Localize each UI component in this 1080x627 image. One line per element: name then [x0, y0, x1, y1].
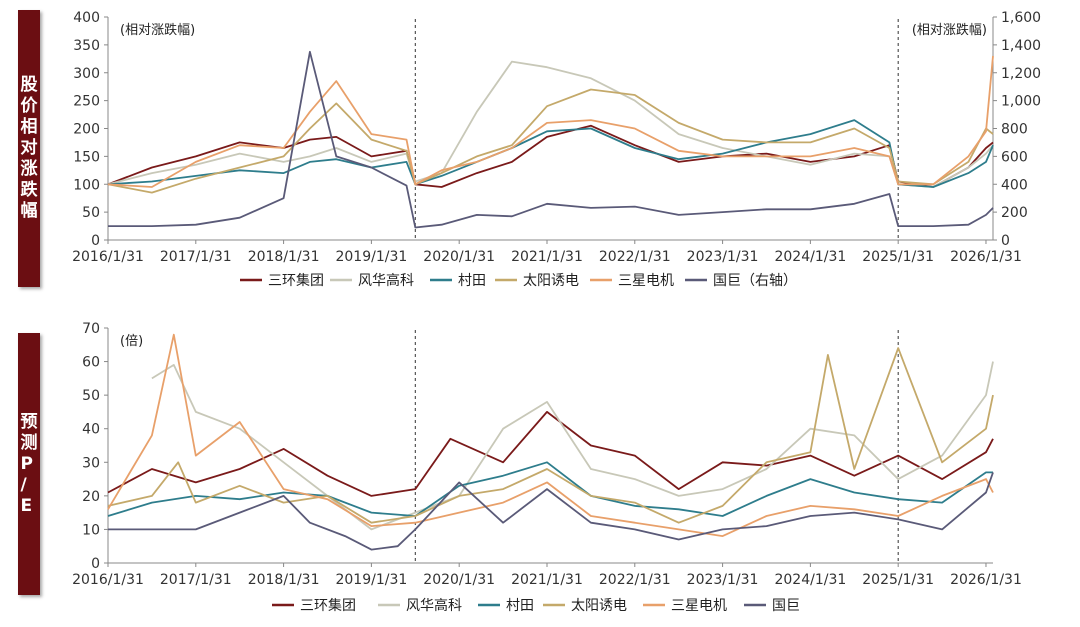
- y2-tick-label: 200: [1001, 205, 1028, 221]
- legend-entry-label: 国巨（右轴）: [713, 273, 797, 289]
- series-line: [108, 50, 994, 229]
- y-tick-label: 40: [82, 422, 100, 438]
- series-line: [108, 472, 994, 551]
- y2-tick-label: 800: [1001, 122, 1028, 138]
- x-tick-label: 2019/1/31: [335, 249, 407, 265]
- left-unit-label: (倍): [120, 334, 143, 349]
- x-tick-label: 2024/1/31: [774, 249, 846, 265]
- x-tick-label: 2016/1/31: [72, 572, 144, 588]
- y2-tick-label: 1,000: [1001, 94, 1041, 110]
- y-tick-label: 50: [82, 205, 100, 221]
- y-tick-label: 0: [91, 556, 100, 572]
- x-tick-label: 2024/1/31: [774, 572, 846, 588]
- y2-tick-label: 400: [1001, 177, 1028, 193]
- y-tick-label: 60: [82, 355, 100, 371]
- side-label-char: 幅: [20, 201, 38, 221]
- side-label-char: 涨: [20, 159, 38, 179]
- y-tick-label: 0: [91, 233, 100, 249]
- legend-entry-label: 风华高科: [406, 597, 462, 614]
- top-panel-side-label-text: 股价相对涨跌幅: [21, 75, 38, 222]
- x-tick-label: 2017/1/31: [160, 572, 232, 588]
- x-tick-label: 2018/1/31: [248, 572, 320, 588]
- left-unit-label: (相对涨跌幅): [120, 22, 195, 38]
- legend-entry-label: 风华高科: [358, 272, 414, 289]
- y-tick-label: 70: [82, 321, 100, 337]
- series-line: [107, 410, 994, 497]
- legend-entry-label: 村田: [506, 598, 534, 614]
- legend-entry-label: 国巨: [772, 598, 800, 614]
- y-tick-label: 10: [82, 522, 100, 538]
- right-unit-label: (相对涨跌幅): [912, 22, 987, 38]
- bottom-panel-side-label: 预测 P / E: [18, 333, 40, 595]
- x-tick-label: 2023/1/31: [687, 249, 759, 265]
- y2-tick-label: 0: [1001, 233, 1010, 249]
- legend-entry-label: 三星电机: [671, 598, 727, 614]
- y-tick-label: 350: [73, 38, 100, 54]
- series-line: [107, 333, 994, 537]
- y2-tick-label: 1,200: [1001, 66, 1041, 82]
- x-tick-label: 2026/1/31: [950, 572, 1022, 588]
- x-tick-label: 2018/1/31: [248, 249, 320, 265]
- y-tick-label: 400: [73, 10, 100, 26]
- y2-tick-label: 1,400: [1001, 38, 1041, 54]
- y2-tick-label: 600: [1001, 149, 1028, 165]
- series-line: [107, 124, 994, 188]
- y-tick-label: 100: [73, 177, 100, 193]
- y-tick-label: 200: [73, 122, 100, 138]
- x-tick-label: 2026/1/31: [950, 249, 1022, 265]
- pe-chart: 0 10 20 30 40 50 60 70 2016/1/31 2017/1/31 2018/1/…: [72, 321, 1022, 614]
- y-tick-label: 20: [82, 489, 100, 505]
- x-tick-label: 2025/1/31: [862, 572, 934, 588]
- side-label-char: P: [20, 453, 33, 474]
- side-label-char: 测: [20, 432, 38, 453]
- top-panel-side-label: 股价相对涨跌幅: [18, 10, 40, 287]
- x-tick-label: 2022/1/31: [599, 572, 671, 588]
- x-tick-label: 2019/1/31: [335, 572, 407, 588]
- side-label-char: 股: [20, 75, 38, 95]
- x-tick-label: 2016/1/31: [72, 249, 144, 265]
- side-label-char: /: [20, 474, 27, 495]
- legend-entry-label: 太阳诱电: [523, 273, 579, 289]
- price-chart: 0 50 100 150 200 250 300 350 400 0 200 400 600 800 1,0…: [72, 10, 1041, 289]
- x-tick-label: 2022/1/31: [599, 249, 671, 265]
- x-tick-label: 2020/1/31: [423, 572, 495, 588]
- side-label-char: 相: [20, 117, 38, 137]
- x-tick-label: 2025/1/31: [862, 249, 934, 265]
- y-tick-label: 50: [82, 388, 100, 404]
- x-tick-label: 2021/1/31: [511, 572, 583, 588]
- series-line: [107, 461, 993, 517]
- y-tick-label: 250: [73, 94, 100, 110]
- legend-entry-label: 三星电机: [618, 273, 674, 289]
- side-label-char: 跌: [20, 180, 38, 200]
- y-tick-label: 30: [82, 455, 100, 471]
- side-label-char: 预: [20, 411, 38, 432]
- legend-entry-label: 太阳诱电: [571, 598, 627, 614]
- series-line: [151, 361, 994, 531]
- x-tick-label: 2017/1/31: [160, 249, 232, 265]
- side-label-char: 价: [20, 96, 38, 116]
- side-label-char: 对: [20, 138, 38, 158]
- bottom-panel-side-label-text: 预测 P / E: [21, 412, 38, 517]
- series-line: [107, 55, 994, 188]
- x-tick-label: 2020/1/31: [423, 249, 495, 265]
- side-label-char: E: [20, 495, 33, 516]
- y2-tick-label: 1,600: [1001, 10, 1041, 26]
- y-tick-label: 150: [73, 149, 100, 165]
- x-tick-label: 2023/1/31: [687, 572, 759, 588]
- y-tick-label: 300: [73, 66, 100, 82]
- x-tick-label: 2021/1/31: [511, 249, 583, 265]
- legend-entry-label: 村田: [458, 273, 486, 289]
- legend-entry-label: 三环集团: [300, 597, 356, 614]
- series-line: [107, 347, 994, 524]
- series-line: [107, 88, 994, 194]
- legend-entry-label: 三环集团: [268, 272, 324, 289]
